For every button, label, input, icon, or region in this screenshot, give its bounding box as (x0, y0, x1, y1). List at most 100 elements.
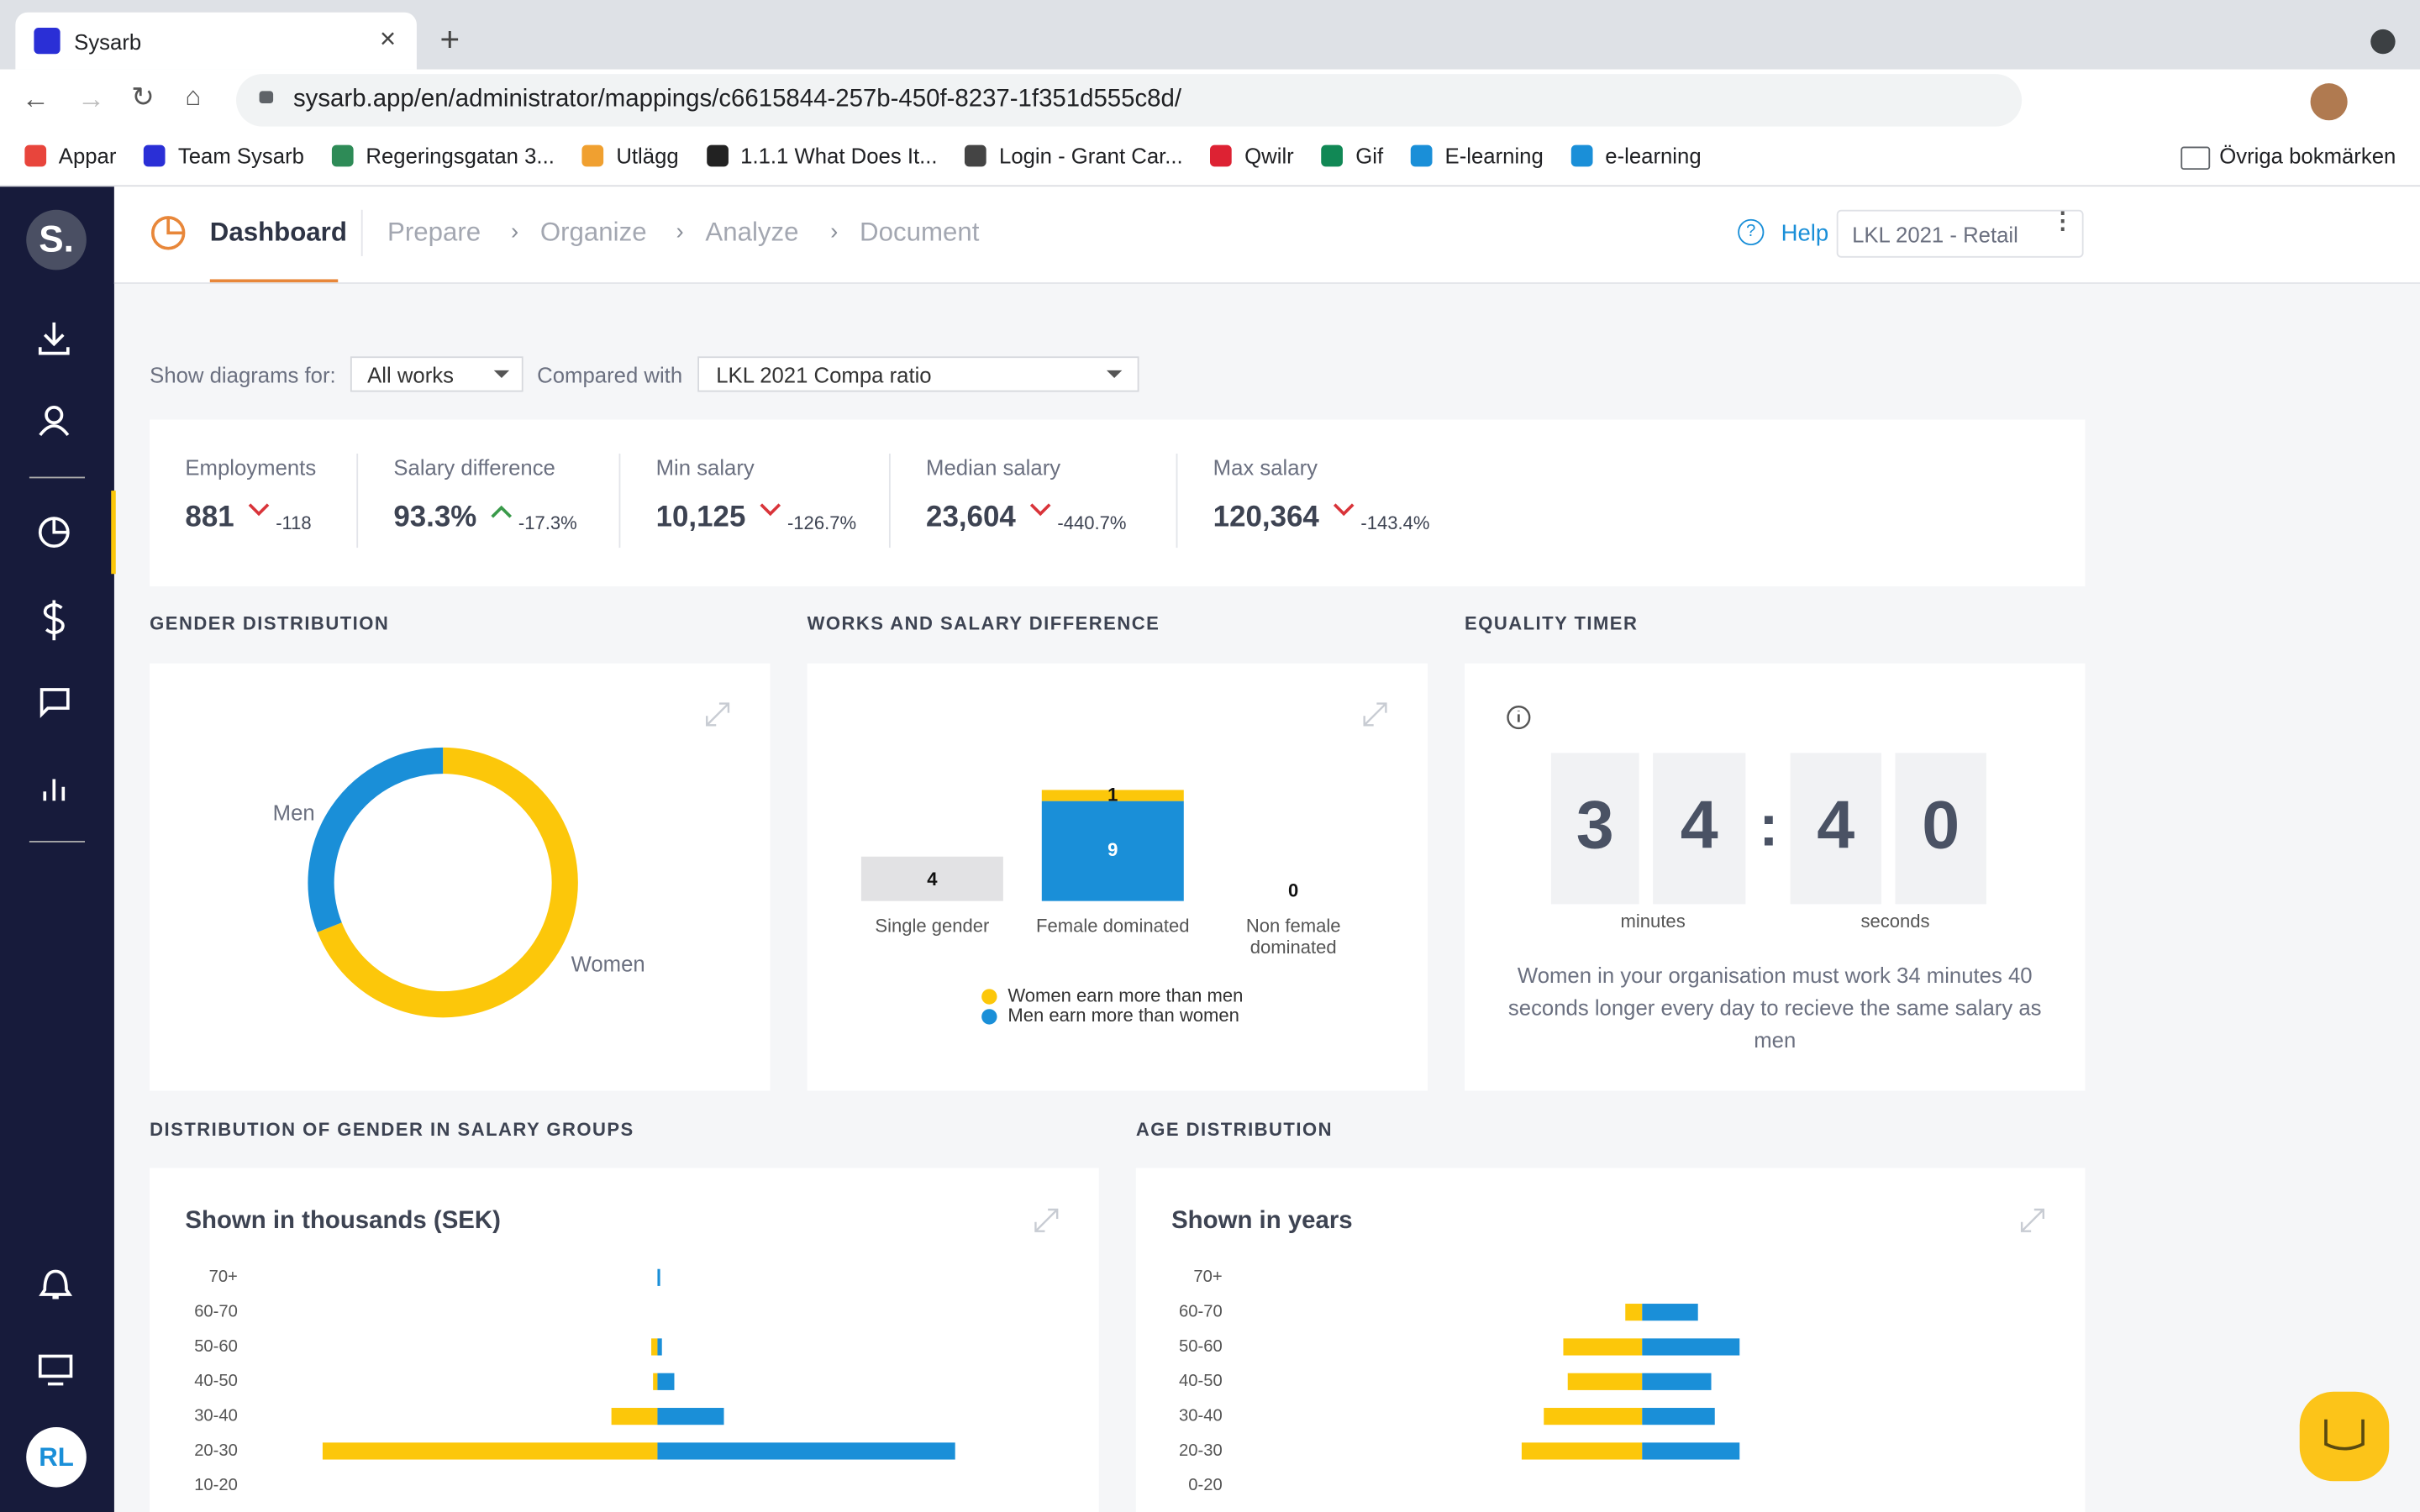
nav-tab[interactable]: Document (860, 217, 980, 247)
pyramid-bar (1642, 1338, 1740, 1356)
expand-icons[interactable] (706, 702, 2045, 1232)
kpi-label: Median salary (926, 454, 1061, 480)
salary-icon[interactable] (43, 600, 65, 641)
bookmark[interactable]: e-learning (1570, 143, 1702, 169)
screen-icon[interactable] (38, 1354, 73, 1378)
chat-button[interactable] (2299, 1391, 2390, 1482)
section-title: GENDER DISTRIBUTION (150, 612, 390, 634)
pyramid-bar (1642, 1373, 1712, 1390)
pyramid-bar (1521, 1442, 1643, 1460)
y-tick-label: 60-70 (194, 1302, 238, 1320)
sidebar-icons (38, 322, 73, 1386)
y-tick-label: 50-60 (1179, 1337, 1223, 1356)
separator (360, 209, 363, 256)
bookmark-icon (1321, 144, 1344, 167)
address-bar[interactable] (236, 74, 2023, 127)
back[interactable]: ← (21, 83, 50, 114)
chevron: › (510, 218, 519, 246)
bookmark[interactable]: E-learning (1411, 144, 1544, 168)
bookmark-label: e-learning (1605, 143, 1702, 169)
bookmark[interactable]: Appar (24, 144, 116, 168)
bookmark-icon (581, 144, 604, 167)
bar-value: 9 (1107, 839, 1118, 860)
pyramid-bar (1642, 1442, 1740, 1460)
y-tick-label: 20-30 (194, 1441, 238, 1460)
kpi-label: Min salary (655, 454, 755, 480)
works-select[interactable] (350, 356, 523, 392)
close-tab[interactable]: × (379, 23, 397, 55)
home[interactable]: ⌂ (185, 81, 202, 112)
download-icon[interactable] (38, 322, 70, 355)
stats-icon[interactable] (43, 779, 66, 801)
bookmark[interactable]: 1.1.1 What Does It... (706, 143, 938, 169)
reload[interactable]: ↻ (131, 81, 155, 113)
new-tab[interactable]: + (439, 19, 460, 59)
info-icon[interactable] (1507, 706, 1531, 730)
nav-tab[interactable]: Organize (539, 217, 647, 247)
pyramid-bar (657, 1373, 675, 1390)
forward[interactable]: → (76, 83, 105, 114)
bar-value: 0 (1288, 879, 1298, 900)
tab-search[interactable] (2370, 29, 2396, 55)
kpi-label: Salary difference (393, 454, 555, 480)
bookmark-label: Utlägg (616, 143, 679, 169)
section-title: WORKS AND SALARY DIFFERENCE (807, 612, 1160, 634)
bar (860, 856, 1003, 901)
nav-tab[interactable]: Dashboard (209, 217, 347, 247)
tab[interactable] (15, 12, 417, 70)
y-tick-label: 40-50 (1179, 1372, 1223, 1390)
project-select[interactable] (1836, 209, 2084, 258)
kpi-value: 10,125 (655, 501, 746, 534)
logo[interactable]: S. (26, 209, 87, 270)
bar-segment (1041, 790, 1184, 801)
profile[interactable] (2310, 83, 2348, 121)
kpi-arrow (1029, 503, 1051, 517)
bookmark[interactable]: Gif (1321, 144, 1383, 168)
bookmark-label: 1.1.1 What Does It... (740, 143, 938, 169)
kpi-label: Max salary (1213, 454, 1318, 480)
bookmark-icon (144, 144, 166, 167)
legend-label: Men earn more than women (1007, 1005, 1239, 1026)
pyramid-bar (1567, 1373, 1643, 1390)
user-icon[interactable] (45, 406, 64, 425)
compare-value: LKL 2021 Compa ratio (716, 362, 932, 388)
bookmark[interactable]: Qwilr (1210, 143, 1294, 169)
y-tick-label: 0-20 (1188, 1476, 1222, 1494)
donut-label: Women (571, 953, 645, 977)
nav-tab[interactable]: Analyze (705, 217, 799, 247)
project-name: LKL 2021 - Retail (1852, 222, 2018, 247)
bookmark[interactable]: Utlägg (581, 143, 679, 169)
bookmark-label: Qwilr (1244, 143, 1294, 169)
dashboard-logo (151, 216, 186, 250)
bookmark-icon (24, 144, 47, 167)
bookmark[interactable]: Regeringsgatan 3... (332, 144, 555, 168)
bar-value: 4 (927, 869, 938, 890)
bar-segment (1041, 801, 1184, 901)
timer-digit-box (1895, 753, 1986, 905)
pyramid-bar (1563, 1338, 1643, 1356)
bell-icon[interactable] (39, 1269, 73, 1299)
bookmark[interactable]: Login - Grant Car... (965, 144, 1183, 168)
chevron: › (676, 218, 684, 246)
nav-tab[interactable]: Prepare (387, 217, 481, 247)
help-icon: ? (1738, 218, 1765, 246)
pyramid-bar (657, 1338, 662, 1356)
kpi-value: 93.3% (393, 501, 477, 534)
y-tick-label: 40-50 (194, 1372, 238, 1390)
y-tick-label: 10-20 (194, 1476, 238, 1494)
bookmark-label: Regeringsgatan 3... (366, 143, 555, 169)
chat-icon[interactable] (39, 688, 70, 718)
donut-label: Men (273, 802, 315, 826)
bookmark-icon (706, 144, 729, 167)
url: sysarb.app/en/administrator/mappings/c66… (292, 86, 1182, 113)
legend-label: Women earn more than men (1007, 984, 1243, 1005)
help-link[interactable]: Help (1781, 220, 1829, 247)
avatar[interactable]: RL (26, 1426, 87, 1488)
kpi-separator (356, 454, 359, 549)
gender-card (150, 663, 771, 1091)
compare-select[interactable] (697, 356, 1139, 392)
bookmark[interactable]: Team Sysarb (144, 144, 304, 168)
kpi-change: -126.7% (786, 512, 857, 534)
other-bookmarks[interactable]: Övriga bokmärken (2219, 143, 2396, 169)
bookmarks-bar: Appar Team Sysarb Regeringsgatan 3... Utläg… (24, 143, 1702, 169)
